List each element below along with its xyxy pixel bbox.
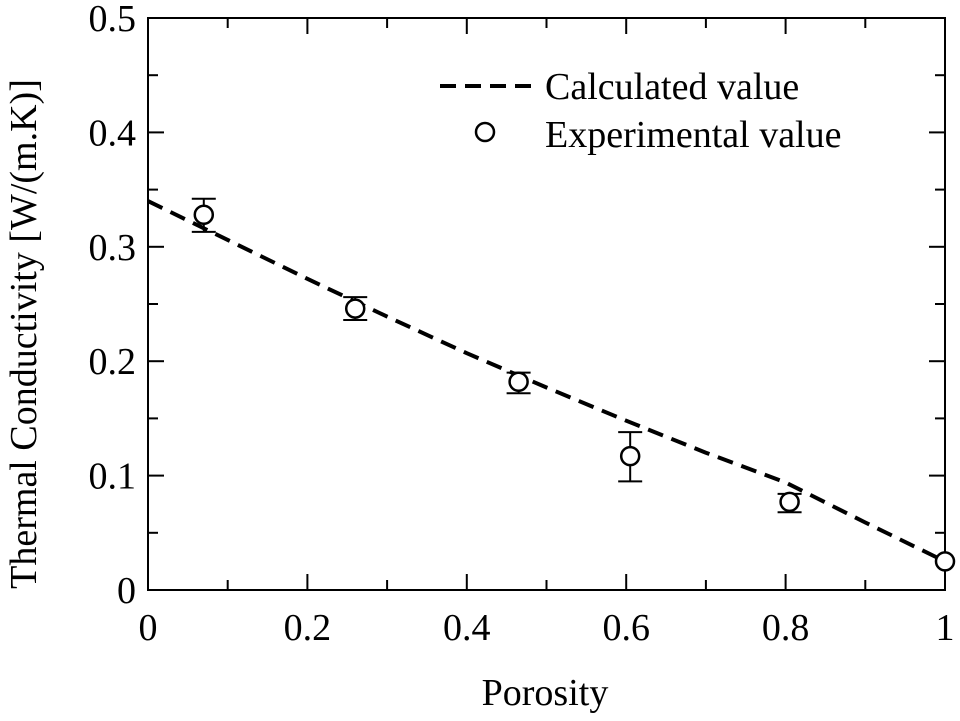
- legend-label-calculated: Calculated value: [545, 66, 799, 108]
- experimental-point: [934, 551, 956, 572]
- experimental-point: [193, 204, 215, 226]
- x-tick-label: 0.2: [284, 607, 332, 649]
- y-tick-label: 0.4: [89, 112, 137, 154]
- y-tick-label: 0.3: [89, 227, 137, 269]
- y-tick-label: 0.1: [89, 456, 137, 498]
- y-tick-label: 0.5: [89, 0, 137, 40]
- axis-ticks: [147, 17, 946, 591]
- y-tick-label: 0.2: [89, 341, 137, 383]
- legend-marker-experimental: [474, 121, 496, 143]
- experimental-point: [779, 491, 800, 513]
- y-tick-label: 0: [117, 570, 136, 612]
- calculated-value-line: [147, 199, 946, 564]
- experimental-point: [344, 298, 366, 319]
- x-tick-label: 0.6: [602, 607, 650, 649]
- experimental-point: [619, 445, 641, 467]
- legend: Calculated value Experimental value: [440, 66, 842, 156]
- x-tick-label: 0: [139, 607, 158, 649]
- x-tick-label: 1: [936, 607, 955, 649]
- experimental-point: [508, 371, 529, 393]
- legend-label-experimental: Experimental value: [545, 114, 842, 156]
- x-tick-label: 0.4: [443, 607, 491, 649]
- y-axis-title: Thermal Conductivity [W/(m.K)]: [3, 79, 45, 589]
- x-axis-title: Porosity: [482, 672, 609, 714]
- x-tick-label: 0.8: [762, 607, 810, 649]
- series-layer: [147, 197, 956, 572]
- axis-tick-labels: 0 0.2 0.4 0.6 0.8 1 0 0.1 0.2 0.3 0.4 0.5: [89, 0, 955, 649]
